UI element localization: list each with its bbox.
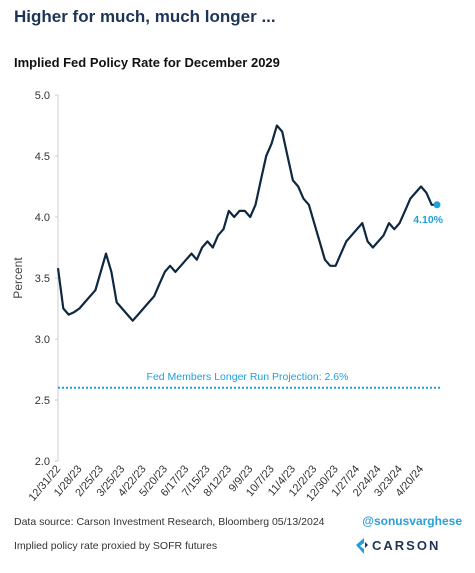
source: Data source: Carson Investment Research,… — [14, 516, 325, 528]
logo-icon — [365, 542, 368, 548]
y-tick-label: 2.5 — [35, 395, 50, 407]
y-tick-label: 2.0 — [35, 456, 50, 468]
end-point — [433, 201, 441, 209]
chart-title: Implied Fed Policy Rate for December 202… — [14, 55, 280, 70]
page-title: Higher for much, much longer ... — [14, 7, 276, 26]
y-tick-label: 5.0 — [35, 90, 50, 102]
y-tick-label: 4.5 — [35, 151, 50, 163]
y-axis-label: Percent — [11, 257, 25, 299]
y-tick-label: 3.5 — [35, 273, 50, 285]
value-label: 4.10% — [413, 214, 443, 226]
logo-icon — [356, 538, 364, 554]
reference-label: Fed Members Longer Run Projection: 2.6% — [147, 371, 349, 383]
handle: @sonusvarghese — [362, 514, 462, 528]
line — [56, 124, 437, 322]
note: Implied policy rate proxied by SOFR futu… — [14, 540, 217, 552]
logo-text: CARSON — [372, 538, 440, 553]
y-tick-label: 3.0 — [35, 334, 50, 346]
y-tick-label: 4.0 — [35, 212, 50, 224]
